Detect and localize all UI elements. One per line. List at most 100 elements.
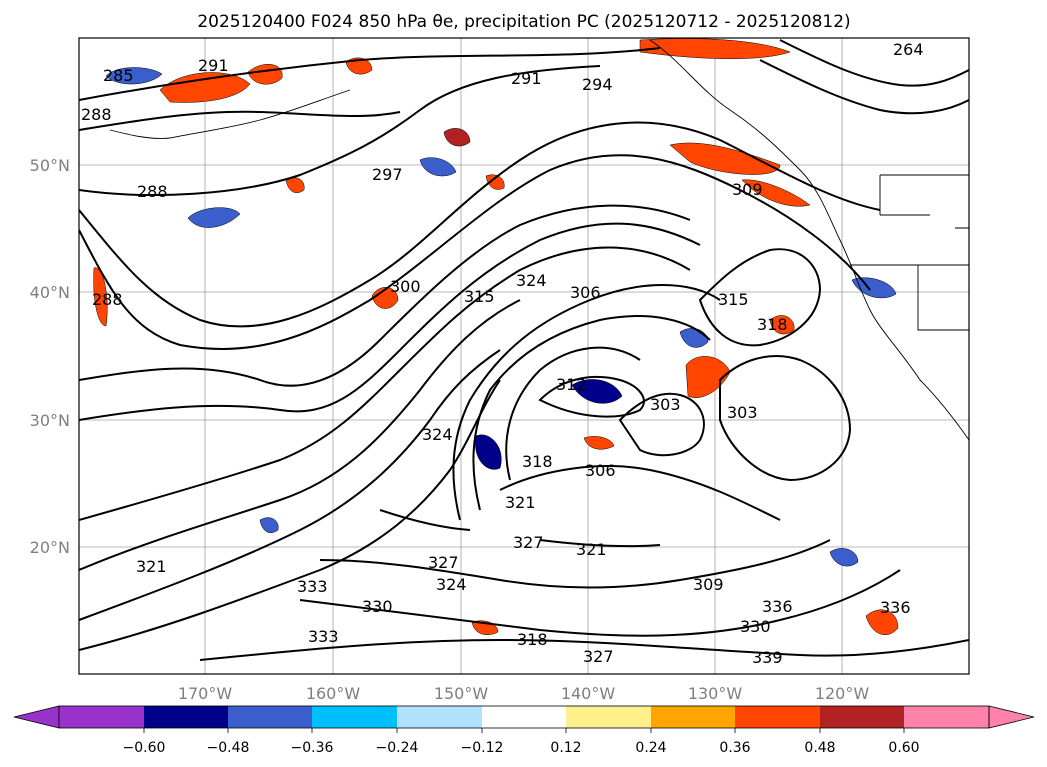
contour-label: 321 (576, 540, 607, 559)
contour-label: 288 (81, 105, 112, 124)
contour-label: 327 (428, 553, 459, 572)
lon-label: 140°W (561, 684, 616, 703)
contour-label: 309 (693, 575, 724, 594)
contour-label: 336 (880, 598, 911, 617)
precip-patch (865, 609, 899, 635)
contour-label: 321 (505, 493, 536, 512)
contour-label: 333 (297, 577, 328, 596)
precip-patch (105, 67, 163, 85)
coastlines (109, 39, 969, 441)
contour-label: 336 (762, 597, 793, 616)
colorbar-tick-label: −0.48 (207, 740, 250, 756)
colorbar-bin (144, 706, 228, 728)
gridlines (79, 38, 969, 674)
contour-label: 321 (136, 557, 167, 576)
precip-patch (259, 517, 279, 533)
contour-label: 303 (727, 403, 758, 422)
contour-label: 303 (650, 395, 681, 414)
contour-label: 327 (513, 533, 544, 552)
contour-label: 309 (732, 180, 763, 199)
lon-label: 130°W (688, 684, 743, 703)
contour-label: 327 (583, 647, 614, 666)
contour-label: 315 (464, 287, 495, 306)
theta-e-contours (79, 39, 969, 661)
contour-label: 300 (390, 277, 421, 296)
lon-label: 160°W (306, 684, 361, 703)
lon-label: 120°W (815, 684, 870, 703)
contour-label: 330 (740, 617, 771, 636)
contour-label: 318 (757, 315, 788, 334)
colorbar-bin (566, 706, 651, 728)
colorbar-bin (904, 706, 989, 728)
contour-label: 288 (92, 290, 123, 309)
contour-label: 288 (137, 182, 168, 201)
contour-label: 333 (308, 627, 339, 646)
contour-label: 264 (893, 40, 924, 59)
precip-patch (485, 174, 505, 190)
contour-label: 318 (522, 452, 553, 471)
precip-patch (769, 315, 795, 335)
lon-label: 170°W (178, 684, 233, 703)
contour-label: 285 (103, 66, 134, 85)
contour-label: 312 (556, 375, 587, 394)
contour-label: 294 (582, 75, 613, 94)
contour-label: 318 (517, 630, 548, 649)
precip-patch (829, 548, 859, 567)
contour-labels: 285 291 291 294 264 288 288 297 288 309 … (81, 40, 924, 667)
colorbar-tick-label: 0.60 (888, 740, 919, 756)
precip-patch (443, 128, 471, 147)
precip-patch (419, 157, 457, 177)
contour-label: 306 (570, 283, 601, 302)
colorbar-bin (735, 706, 820, 728)
colorbar-frame (58, 705, 990, 729)
contour-label: 297 (372, 165, 403, 184)
lat-label: 30°N (30, 411, 70, 430)
precip-patch (583, 436, 615, 450)
precip-patch (639, 38, 791, 60)
lon-label: 150°W (434, 684, 489, 703)
precip-patch (571, 379, 623, 404)
contour-label: 306 (585, 461, 616, 480)
colorbar-bin (59, 706, 144, 728)
contour-label: 291 (511, 69, 542, 88)
colorbar-tick-label: 0.24 (635, 740, 666, 756)
latitude-labels: 50°N 40°N 30°N 20°N (30, 156, 70, 557)
colorbar-tick-label: −0.24 (376, 740, 419, 756)
colorbar-bin (820, 706, 904, 728)
precip-patch (159, 72, 251, 103)
precip-patch (669, 142, 781, 175)
contour-label: 339 (752, 648, 783, 667)
colorbar-extend-high (988, 705, 1035, 729)
precip-anomaly-patches (93, 38, 899, 635)
colorbar-extend-low (13, 705, 60, 729)
precip-patch (345, 57, 373, 75)
precip-patch (371, 287, 399, 309)
lat-label: 50°N (30, 156, 70, 175)
precip-patch (741, 179, 811, 207)
precip-patch (475, 434, 502, 470)
contour-label: 324 (436, 575, 467, 594)
colorbar-tick-label: 0.36 (719, 740, 750, 756)
lat-label: 20°N (30, 538, 70, 557)
colorbar-bin (482, 706, 566, 728)
map-frame (78, 37, 970, 675)
colorbar-bin (397, 706, 482, 728)
contour-label: 324 (422, 425, 453, 444)
contour-label: 330 (362, 597, 393, 616)
colorbar-tick-label: −0.60 (123, 740, 166, 756)
colorbar-tick-label: 0.12 (550, 740, 581, 756)
figure-title: 2025120400 F024 850 hPa θe, precipitatio… (197, 12, 850, 32)
colorbar-tick-label: −0.12 (461, 740, 504, 756)
precip-patch (187, 207, 241, 228)
contour-label: 291 (198, 56, 229, 75)
colorbar-tick-label: −0.36 (291, 740, 334, 756)
contour-label: 324 (516, 271, 547, 290)
colorbar-tick-label: 0.48 (804, 740, 835, 756)
colorbar-bin (651, 706, 735, 728)
lat-label: 40°N (30, 283, 70, 302)
colorbar-bin (312, 706, 397, 728)
colorbar: −0.60 −0.48 −0.36 −0.24 −0.12 0.12 0.24 … (13, 705, 1035, 756)
longitude-labels: 170°W 160°W 150°W 140°W 130°W 120°W (178, 684, 870, 703)
contour-label: 315 (718, 290, 749, 309)
